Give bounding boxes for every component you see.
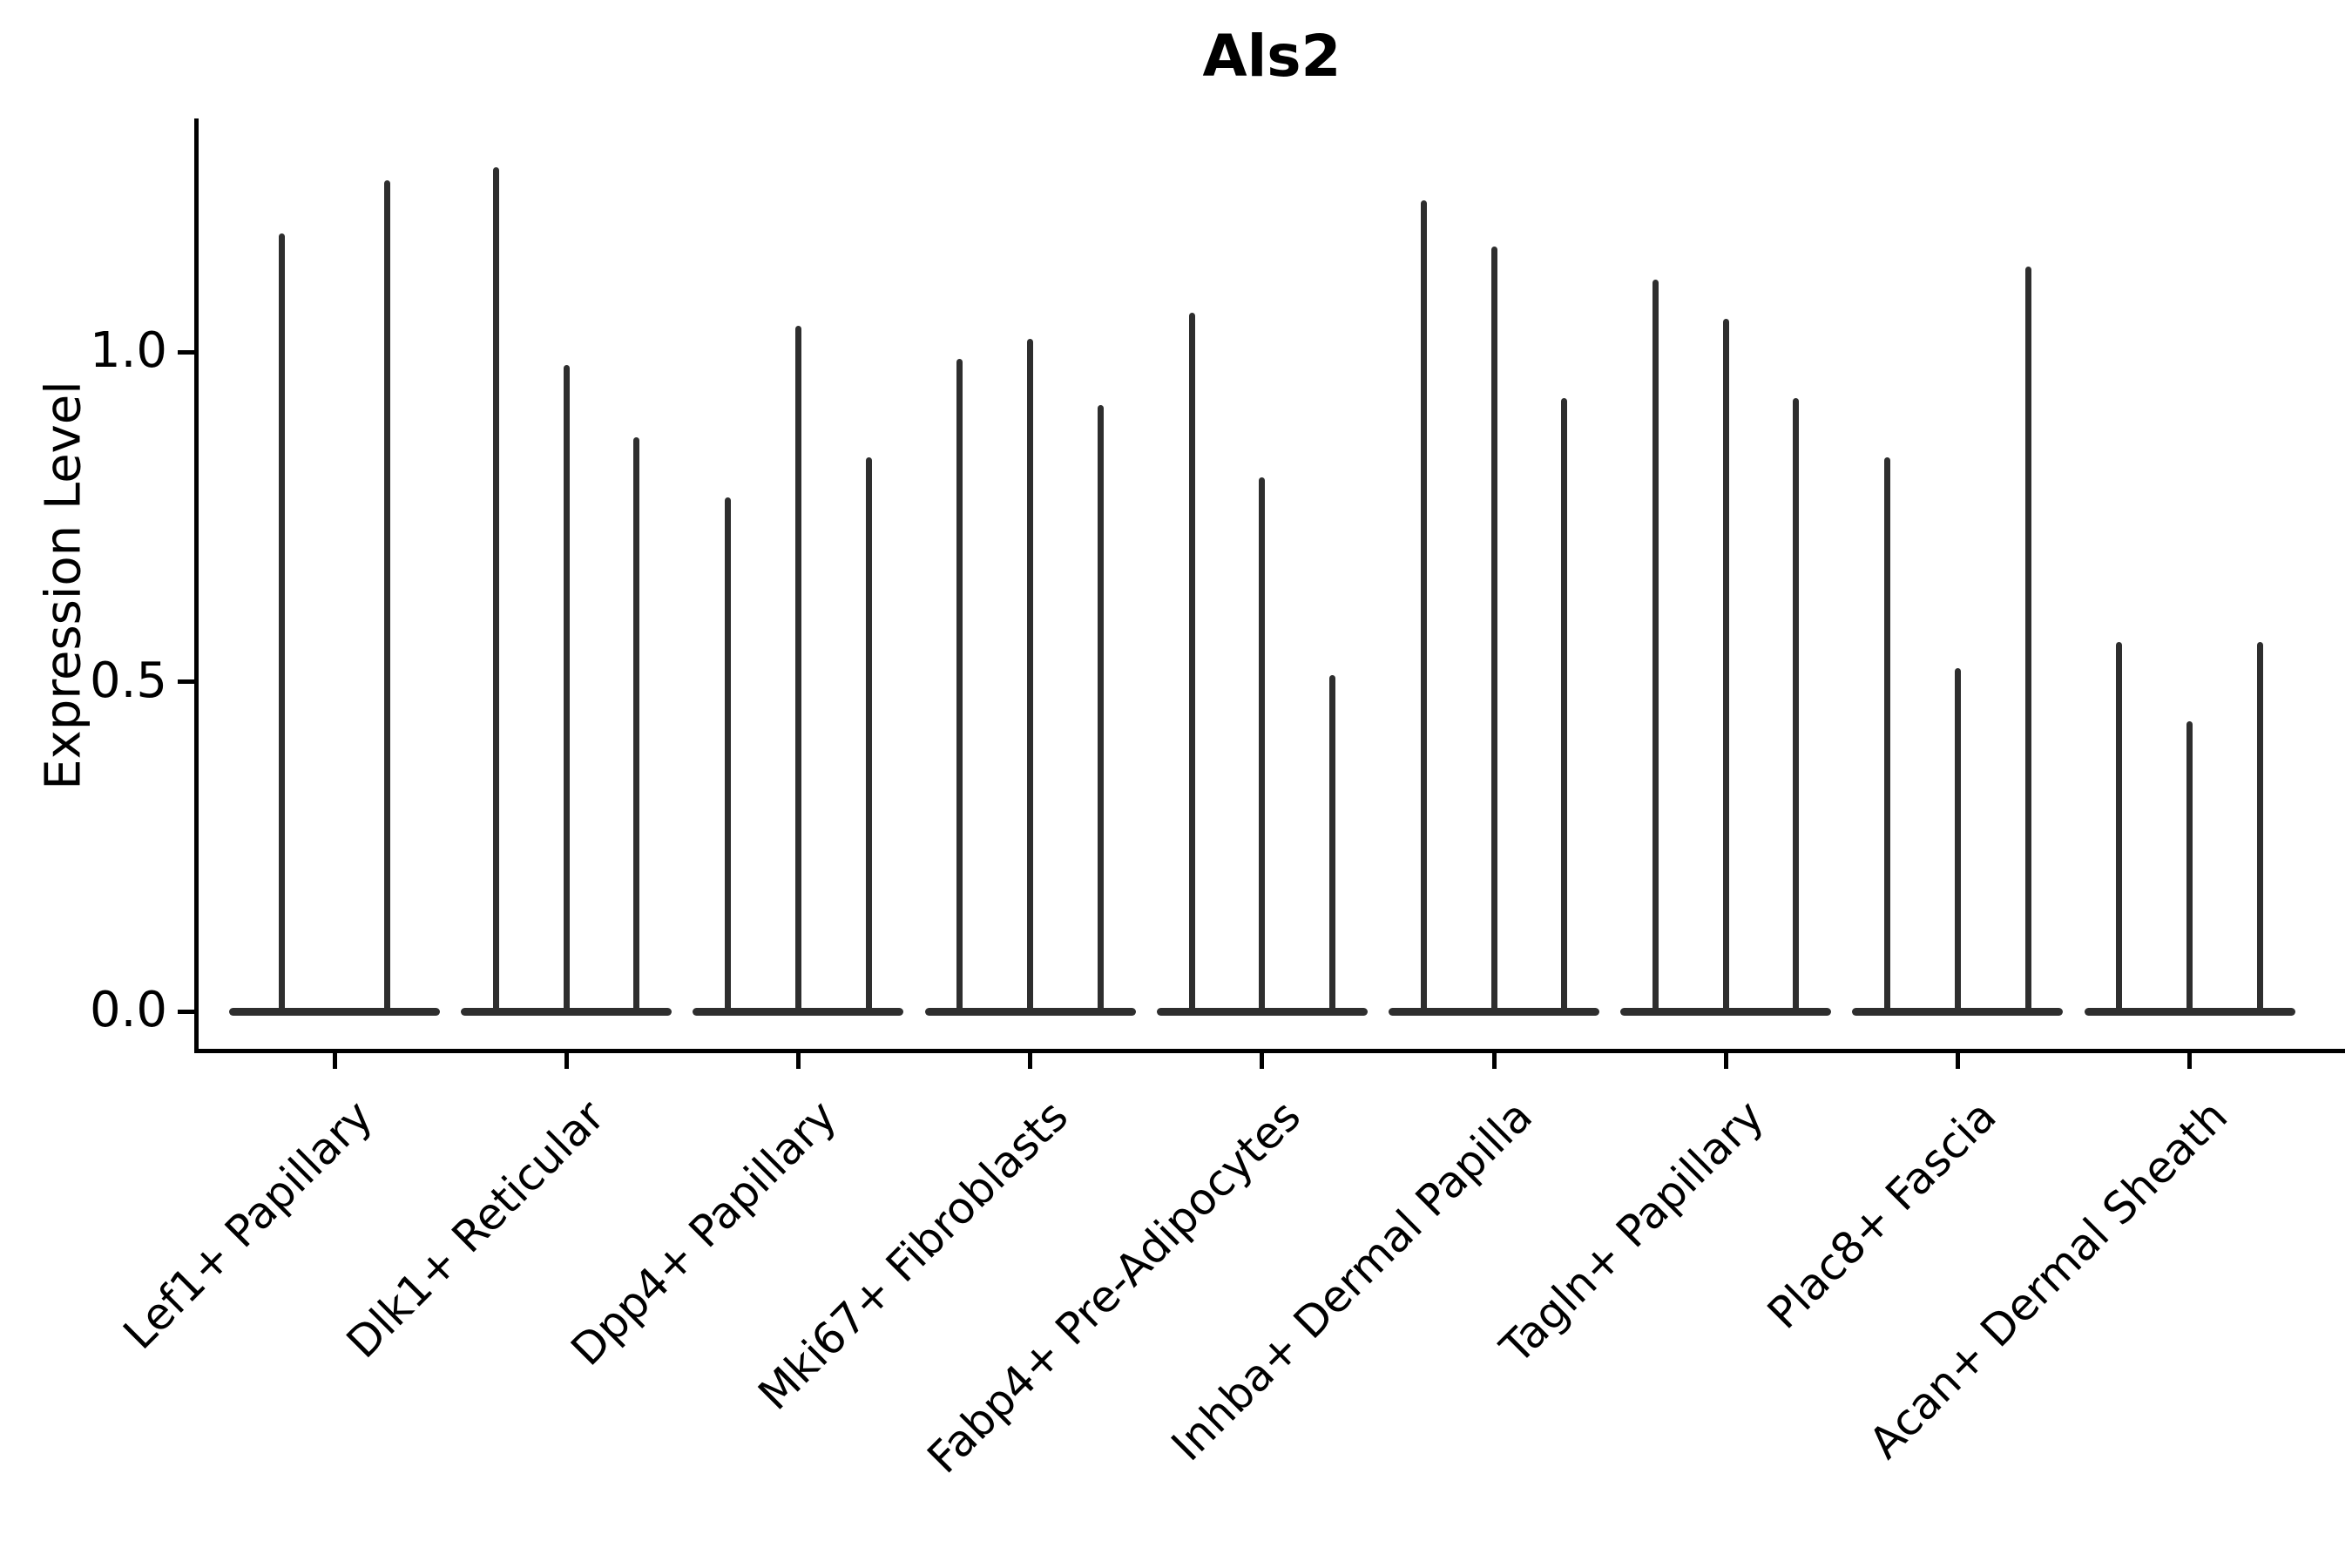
violin-spike — [1097, 404, 1104, 1015]
violin-spike — [1490, 246, 1497, 1015]
x-tick-mark — [1260, 1053, 1265, 1069]
violin-baseline — [229, 1007, 440, 1016]
x-tick-label: Plac8+ Fascia — [1757, 1091, 2006, 1339]
x-tick-mark — [795, 1053, 801, 1069]
violin-spike — [1884, 457, 1891, 1015]
y-tick-mark — [178, 349, 197, 355]
violin-spike — [1420, 199, 1427, 1015]
violin-spike — [865, 457, 872, 1015]
y-tick-mark — [178, 1009, 197, 1014]
violin-spike — [725, 497, 732, 1015]
x-tick-mark — [2187, 1053, 2193, 1069]
violin-spike — [2256, 642, 2263, 1015]
violin-spike — [563, 365, 570, 1015]
x-tick-mark — [1028, 1053, 1033, 1069]
x-tick-label: Lef1+ Papillary — [113, 1091, 383, 1360]
x-tick-mark — [1491, 1053, 1497, 1069]
x-tick-label: Fabp4+ Pre-Adipocytes — [917, 1091, 1310, 1484]
y-tick-mark — [178, 679, 197, 684]
violin-spike — [1722, 319, 1729, 1015]
violin-spike — [1793, 397, 1800, 1015]
violin-spike — [633, 437, 640, 1015]
y-tick-label: 1.0 — [89, 322, 167, 380]
violin-spike — [1954, 668, 1961, 1015]
violin-spike — [794, 325, 801, 1015]
violin-spike — [2024, 266, 2031, 1015]
y-tick-label: 0.0 — [89, 982, 167, 1039]
violin-spike — [384, 180, 390, 1015]
chart-title: Als2 — [1202, 23, 1342, 90]
violin-spike — [1652, 279, 1659, 1015]
violin-spike — [2116, 642, 2123, 1015]
violin-spike — [493, 167, 500, 1015]
violin-spike — [956, 358, 963, 1015]
violin-spike — [1188, 312, 1195, 1015]
violin-spike — [1027, 338, 1034, 1015]
violin-spike — [1328, 674, 1335, 1015]
x-tick-label: Dlk1+ Reticular — [337, 1091, 615, 1369]
y-axis-line — [194, 118, 199, 1053]
violin-spike — [279, 233, 285, 1015]
violin-spike — [1259, 476, 1266, 1015]
x-tick-mark — [332, 1053, 337, 1069]
x-tick-mark — [1955, 1053, 1960, 1069]
x-tick-mark — [564, 1053, 569, 1069]
violin-spike — [1561, 397, 1568, 1015]
y-tick-label: 0.5 — [89, 652, 167, 709]
x-axis-line — [194, 1049, 2345, 1053]
violin-spike — [2186, 720, 2193, 1015]
x-tick-mark — [1723, 1053, 1728, 1069]
